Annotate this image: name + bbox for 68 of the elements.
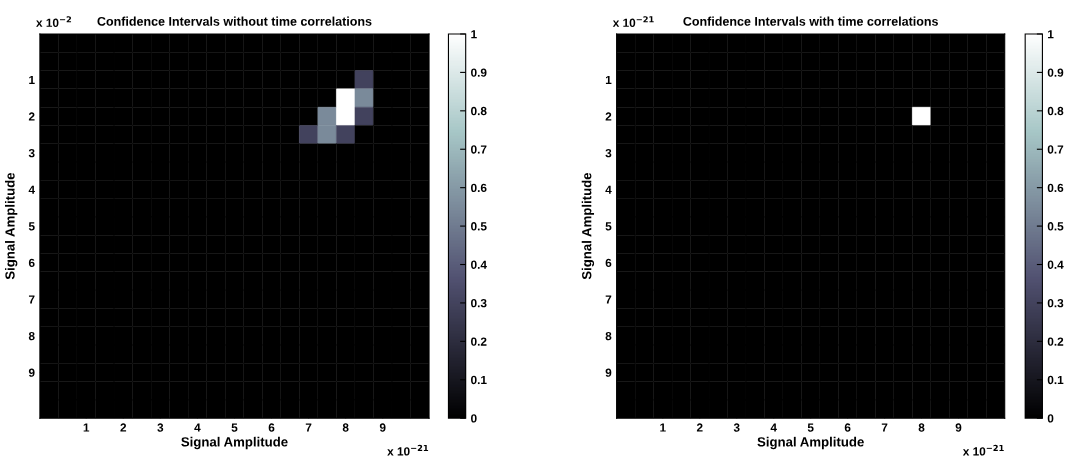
y-tick-label: 2 (605, 112, 612, 121)
y-tick-label: 5 (28, 222, 35, 231)
color-bar-label: 0.5 (1047, 222, 1064, 231)
y-tick-label: 5 (605, 222, 612, 231)
x-axis-title: Signal Amplitude (757, 436, 864, 450)
y-tick-label: 8 (28, 331, 35, 341)
color-bar-label: 0 (471, 414, 477, 423)
color-bar-label: 0.4 (471, 260, 487, 269)
y-axis-title: Signal Amplitude (581, 172, 595, 280)
y-tick-label: 9 (28, 368, 35, 377)
y-tick-label: 3 (605, 148, 612, 158)
color-bar-label: 0.3 (1047, 298, 1064, 308)
text: x 10$^{−21}$ (962, 444, 1004, 456)
x-tick-label: 3 (733, 423, 740, 432)
color-bar-label: 0.6 (471, 183, 487, 193)
color-bar-label: 0.1 (1047, 375, 1064, 385)
x-tick-label: 5 (231, 423, 238, 432)
x-tick-label: 2 (696, 423, 703, 432)
y-tick-label: 4 (28, 185, 35, 194)
color-bar-label: 0.4 (1047, 260, 1064, 269)
x-tick-label: 2 (120, 423, 127, 432)
x-tick-label: 9 (955, 423, 962, 432)
y-tick-label: 1 (605, 75, 612, 84)
x-tick-label: 7 (881, 423, 888, 432)
y-tick-label: 7 (28, 295, 35, 304)
x-tick-label: 1 (83, 423, 90, 432)
x-tick-label: 4 (770, 423, 777, 432)
y-tick-label: 2 (28, 112, 35, 121)
text: x 10$^{−21}$ (387, 444, 429, 456)
x-axis-title: Signal Amplitude (181, 436, 288, 450)
color-bar-label: 0.7 (1047, 145, 1064, 154)
text: x 10$^{−21}$ (612, 16, 654, 27)
color-bar-label: 1 (1048, 30, 1054, 39)
color-bar-label: 0.8 (1047, 106, 1064, 116)
color-bar-label: 1 (471, 30, 477, 39)
color-bar-label: 0.1 (471, 375, 487, 385)
y-tick-label: 4 (605, 185, 612, 194)
y-tick-label: 1 (29, 75, 35, 84)
x-tick-label: 6 (844, 423, 851, 432)
y-tick-label: 6 (28, 258, 35, 268)
y-tick-label: 8 (605, 331, 612, 341)
y-tick-label: 6 (605, 258, 612, 268)
color-bar-label: 0.7 (471, 145, 487, 154)
color-bar-label: 0.2 (471, 337, 487, 346)
x-tick-label: 5 (807, 423, 814, 432)
text: x 10$^{−2}$ (36, 16, 72, 27)
y-tick-label: 7 (605, 295, 612, 304)
y-axis-title: Signal Amplitude (4, 172, 18, 280)
chart-title: Confidence Intervals with time correlations (683, 16, 938, 26)
x-tick-label: 3 (157, 423, 164, 432)
color-bar-label: 0.8 (471, 106, 487, 116)
x-tick-label: 1 (660, 423, 666, 432)
x-tick-label: 8 (918, 423, 925, 432)
x-tick-label: 9 (379, 423, 386, 432)
x-tick-label: 8 (342, 423, 349, 432)
color-bar-label: 0.3 (471, 298, 487, 308)
x-tick-label: 7 (305, 423, 312, 432)
color-bar-label: 0 (1047, 414, 1054, 423)
color-bar-label: 0.6 (1047, 183, 1064, 193)
color-bar-label: 0.9 (1047, 68, 1064, 77)
x-tick-label: 4 (194, 423, 201, 432)
y-tick-label: 9 (605, 368, 612, 377)
x-tick-label: 6 (268, 423, 275, 432)
color-bar-label: 0.5 (471, 222, 487, 231)
chart-title: Confidence Intervals without time correlations (97, 16, 372, 26)
y-tick-label: 3 (28, 148, 35, 158)
color-bar-label: 0.9 (471, 68, 487, 77)
color-bar-label: 0.2 (1047, 337, 1064, 346)
